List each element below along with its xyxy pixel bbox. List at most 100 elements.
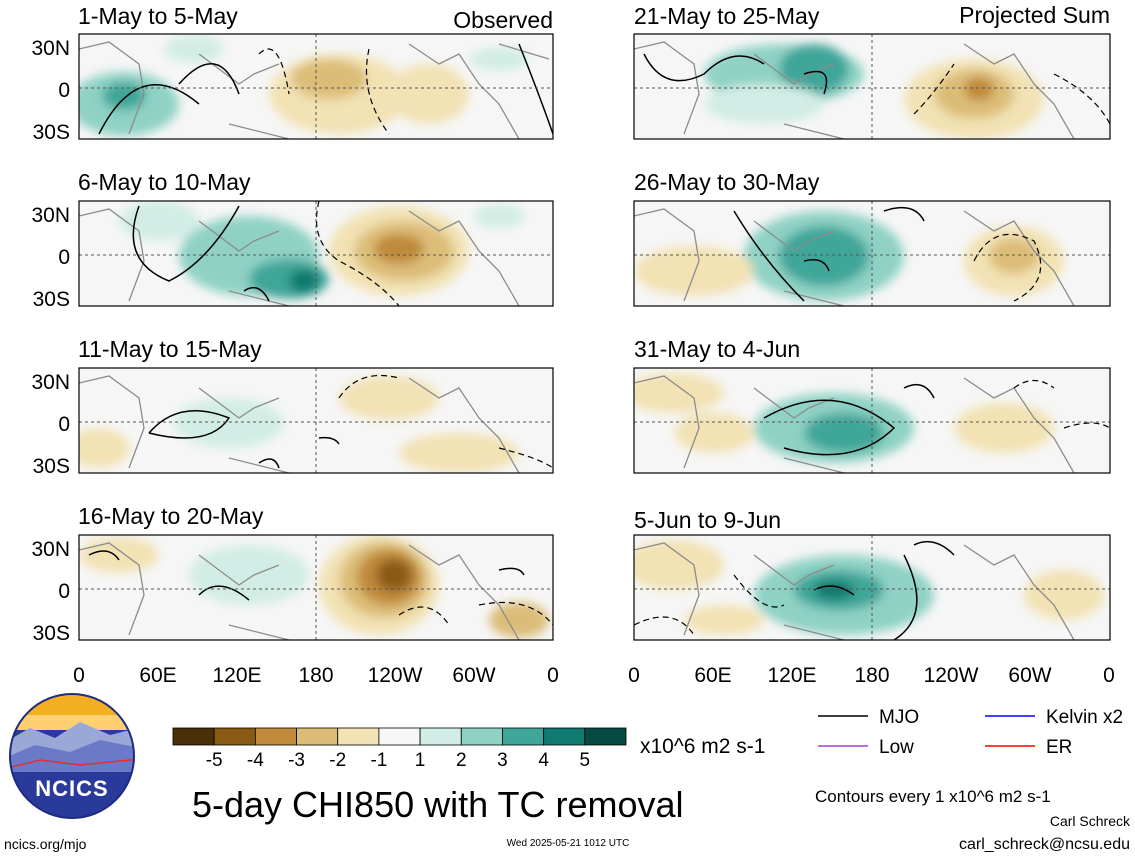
map-panel-7 [633, 367, 1111, 474]
map-frame [78, 534, 554, 641]
coastline [79, 208, 520, 306]
map-panel-4 [78, 534, 554, 641]
lon-label: 0 [547, 664, 559, 687]
contours-note: Contours every 1 x10^6 m2 s-1 [815, 787, 1051, 806]
map-panel-8 [633, 534, 1111, 641]
panel-title: 26-May to 30-May [634, 169, 820, 195]
negative-contour [338, 374, 553, 469]
lat-label: 30S [33, 121, 70, 144]
map-frame [633, 367, 1111, 474]
colorbar-tick-label: 5 [580, 750, 591, 771]
lat-label: 30S [33, 455, 70, 478]
lon-label: 0 [1103, 664, 1115, 687]
lon-label: 120W [368, 664, 423, 687]
lon-label: 120W [924, 664, 979, 687]
colorbar: -5 -4 -3 -2 -1 1 2 3 4 5 [172, 727, 627, 771]
map-frame [633, 33, 1111, 140]
map-frame [78, 33, 554, 140]
legend-label-low: Low [879, 737, 914, 758]
colorbar-tick-label: 1 [415, 750, 426, 771]
footer-author: Carl Schreck [1050, 813, 1131, 829]
lon-label: 60W [1008, 664, 1051, 687]
lat-label: 30S [33, 622, 70, 645]
map-panel-1 [78, 33, 554, 140]
lat-label: 0 [58, 246, 70, 269]
panel-title: 11-May to 15-May [78, 336, 262, 362]
mjo-contour [813, 540, 955, 640]
lat-labels-left: 30N 0 30S 30N 0 30S 30N 0 30S 30N 0 30S [31, 37, 70, 645]
negative-contour [634, 574, 785, 636]
legend: MJO Kelvin x2 Low ER Contours every 1 x1… [815, 707, 1123, 806]
colorbar-swatch [337, 727, 380, 746]
colorbar-swatch [502, 727, 545, 746]
map-frame [78, 367, 554, 474]
coastline [79, 375, 520, 473]
lon-label: 0 [73, 664, 85, 687]
colorbar-swatch [378, 727, 421, 746]
lat-label: 30N [31, 538, 70, 561]
panel-title: 16-May to 20-May [78, 503, 264, 529]
lon-label: 120E [212, 664, 261, 687]
observed-label: Observed [453, 7, 553, 33]
coastline [634, 208, 1075, 306]
mjo-contour [643, 53, 828, 95]
projected-label: Projected Sum [959, 2, 1110, 28]
mjo-contour [733, 206, 925, 302]
footer-email: carl_schreck@ncsu.edu [959, 836, 1130, 853]
colorbar-swatch [296, 727, 339, 746]
coastline [79, 542, 520, 640]
panel-title: 21-May to 25-May [634, 3, 820, 29]
lon-labels-left: 0 60E 120E 180 120W 60W 0 [73, 664, 559, 687]
legend-label-er: ER [1046, 737, 1072, 758]
lat-label: 30S [33, 288, 70, 311]
panel-title: 6-May to 10-May [78, 169, 251, 195]
lon-labels-right: 0 60E 120E 180 120W 60W 0 [628, 664, 1115, 687]
map-frame [78, 200, 554, 307]
mjo-contour [88, 550, 525, 601]
colorbar-tick-label: 2 [456, 750, 467, 771]
colorbar-swatch [543, 727, 586, 746]
mjo-contour [763, 383, 935, 456]
lat-label: 30N [31, 37, 70, 60]
colorbar-tick-label: -4 [247, 750, 264, 771]
map-frame [633, 200, 1111, 307]
coastline [634, 375, 1075, 473]
colorbar-tick-label: -1 [370, 750, 387, 771]
colorbar-tick-label: 4 [538, 750, 549, 771]
lat-label: 0 [58, 79, 70, 102]
colorbar-units: x10^6 m2 s-1 [640, 735, 765, 758]
panel-title: 31-May to 4-Jun [634, 336, 800, 362]
lon-label: 180 [854, 664, 889, 687]
negative-contour [315, 201, 400, 306]
legend-label-mjo: MJO [879, 707, 919, 728]
ncics-logo: NCICS [9, 693, 135, 819]
colorbar-swatch [172, 727, 215, 746]
negative-contour [398, 602, 553, 626]
lat-label: 0 [58, 413, 70, 436]
mjo-contour [132, 205, 270, 302]
negative-contour [258, 48, 390, 135]
negative-contour [973, 233, 1042, 302]
legend-label-kelvin: Kelvin x2 [1046, 707, 1123, 728]
lon-label: 60W [452, 664, 495, 687]
coastline [634, 542, 1075, 640]
lat-label: 30N [31, 204, 70, 227]
colorbar-tick-label: -2 [329, 750, 346, 771]
coastline [634, 41, 1075, 139]
lon-label: 180 [298, 664, 333, 687]
colorbar-swatch [419, 727, 462, 746]
colorbar-swatch [460, 727, 503, 746]
lat-label: 0 [58, 580, 70, 603]
map-panel-6 [633, 200, 1111, 307]
lon-label: 120E [767, 664, 816, 687]
lon-label: 60E [139, 664, 176, 687]
panel-title: 5-Jun to 9-Jun [634, 507, 781, 533]
negative-contour [1013, 379, 1110, 429]
map-frame [633, 534, 1111, 641]
negative-contour [913, 63, 1110, 125]
map-panel-3 [78, 367, 554, 474]
mjo-contour [98, 43, 553, 135]
map-panel-5 [633, 33, 1111, 140]
footer-timestamp: Wed 2025-05-21 1012 UTC [507, 838, 630, 849]
